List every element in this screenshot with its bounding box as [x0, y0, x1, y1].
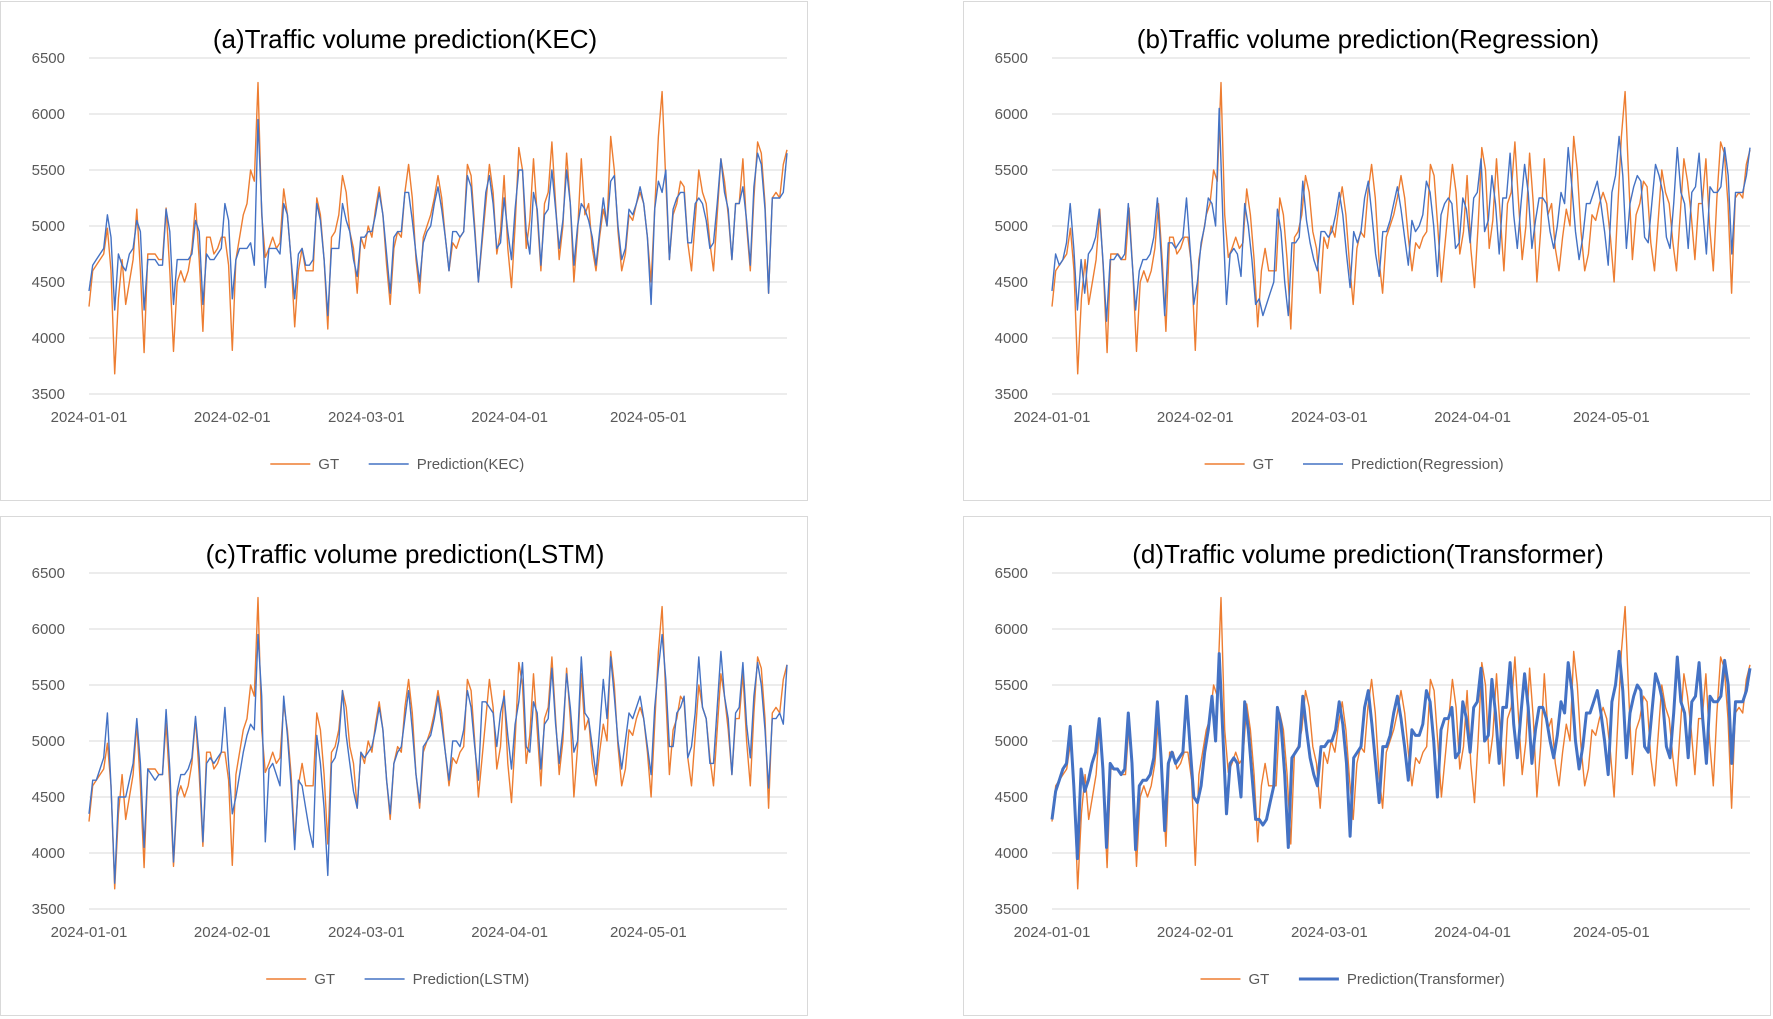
- x-tick-label: 2024-05-01: [610, 924, 687, 941]
- y-tick-label: 3500: [32, 386, 65, 403]
- series-line-prediction-kec: [88, 118, 788, 317]
- x-tick-label: 2024-03-01: [1291, 924, 1368, 941]
- x-tick-label: 2024-03-01: [1291, 409, 1368, 426]
- y-tick-label: 6000: [32, 106, 65, 123]
- chart-title: (c)Traffic volume prediction(LSTM): [206, 539, 605, 569]
- chart-title: (b)Traffic volume prediction(Regression): [1137, 24, 1599, 54]
- x-tick-label: 2024-01-01: [1014, 924, 1091, 941]
- y-tick-label: 4500: [995, 274, 1028, 291]
- y-tick-label: 6500: [32, 50, 65, 67]
- y-tick-label: 4000: [32, 845, 65, 862]
- legend-label-prediction-regression: Prediction(Regression): [1351, 456, 1504, 473]
- y-tick-label: 3500: [32, 901, 65, 918]
- x-tick-label: 2024-02-01: [1157, 924, 1234, 941]
- y-tick-label: 6500: [995, 50, 1028, 67]
- x-tick-label: 2024-04-01: [471, 409, 548, 426]
- y-tick-label: 6000: [995, 621, 1028, 638]
- y-tick-label: 4500: [32, 789, 65, 806]
- x-tick-label: 2024-01-01: [51, 924, 128, 941]
- y-tick-label: 4000: [995, 845, 1028, 862]
- chart-title: (d)Traffic volume prediction(Transformer…: [1132, 539, 1604, 569]
- x-tick-label: 2024-04-01: [1434, 409, 1511, 426]
- x-tick-label: 2024-03-01: [328, 409, 405, 426]
- legend-label-prediction-kec: Prediction(KEC): [417, 456, 525, 473]
- series-line-prediction-regression: [1051, 107, 1751, 322]
- x-tick-label: 2024-05-01: [1573, 924, 1650, 941]
- legend-label-gt: GT: [318, 456, 339, 473]
- y-tick-label: 6500: [32, 565, 65, 582]
- series-line-gt: [88, 81, 788, 375]
- y-tick-label: 5500: [995, 677, 1028, 694]
- y-tick-label: 5000: [32, 218, 65, 235]
- x-tick-label: 2024-02-01: [1157, 409, 1234, 426]
- line-chart-kec: (a)Traffic volume prediction(KEC) 6500 600…: [32, 24, 788, 473]
- y-tick-label: 4000: [995, 330, 1028, 347]
- legend: GT Prediction(Regression): [1204, 456, 1504, 473]
- y-tick-label: 5500: [32, 162, 65, 179]
- chart-panel-lstm: (c)Traffic volume prediction(LSTM) 6500 60…: [0, 516, 808, 1016]
- x-tick-label: 2024-02-01: [194, 409, 271, 426]
- line-chart-lstm: (c)Traffic volume prediction(LSTM) 6500 60…: [32, 539, 788, 988]
- y-tick-label: 5500: [32, 677, 65, 694]
- y-tick-label: 4500: [32, 274, 65, 291]
- legend: GT Prediction(Transformer): [1200, 971, 1505, 988]
- series-line-gt: [1051, 81, 1751, 375]
- y-tick-label: 5000: [32, 733, 65, 750]
- y-tick-label: 3500: [995, 386, 1028, 403]
- y-tick-label: 6000: [32, 621, 65, 638]
- y-tick-label: 6000: [995, 106, 1028, 123]
- legend-label-gt: GT: [1249, 971, 1270, 988]
- x-tick-label: 2024-05-01: [610, 409, 687, 426]
- legend-label-gt: GT: [314, 971, 335, 988]
- x-tick-label: 2024-04-01: [471, 924, 548, 941]
- y-tick-label: 5000: [995, 218, 1028, 235]
- y-tick-label: 5500: [995, 162, 1028, 179]
- x-tick-label: 2024-01-01: [51, 409, 128, 426]
- legend-label-prediction-lstm: Prediction(LSTM): [413, 971, 530, 988]
- y-tick-label: 4000: [32, 330, 65, 347]
- y-tick-label: 3500: [995, 901, 1028, 918]
- legend-label-prediction-transformer: Prediction(Transformer): [1347, 971, 1505, 988]
- legend-label-gt: GT: [1253, 456, 1274, 473]
- chart-title: (a)Traffic volume prediction(KEC): [213, 24, 597, 54]
- x-tick-label: 2024-01-01: [1014, 409, 1091, 426]
- legend: GT Prediction(KEC): [270, 456, 524, 473]
- legend: GT Prediction(LSTM): [266, 971, 529, 988]
- chart-panel-kec: (a)Traffic volume prediction(KEC) 6500 600…: [0, 1, 808, 501]
- chart-panel-regression: (b)Traffic volume prediction(Regression)…: [963, 1, 1771, 501]
- y-tick-label: 4500: [995, 789, 1028, 806]
- x-tick-label: 2024-04-01: [1434, 924, 1511, 941]
- series-line-prediction-transformer: [1050, 649, 1752, 861]
- x-tick-label: 2024-05-01: [1573, 409, 1650, 426]
- chart-panel-transformer: (d)Traffic volume prediction(Transformer…: [963, 516, 1771, 1016]
- y-tick-label: 6500: [995, 565, 1028, 582]
- x-tick-label: 2024-02-01: [194, 924, 271, 941]
- line-chart-transformer: (d)Traffic volume prediction(Transformer…: [995, 539, 1752, 988]
- x-tick-label: 2024-03-01: [328, 924, 405, 941]
- line-chart-regression: (b)Traffic volume prediction(Regression)…: [995, 24, 1751, 473]
- series-line-prediction-lstm: [88, 633, 788, 884]
- y-tick-label: 5000: [995, 733, 1028, 750]
